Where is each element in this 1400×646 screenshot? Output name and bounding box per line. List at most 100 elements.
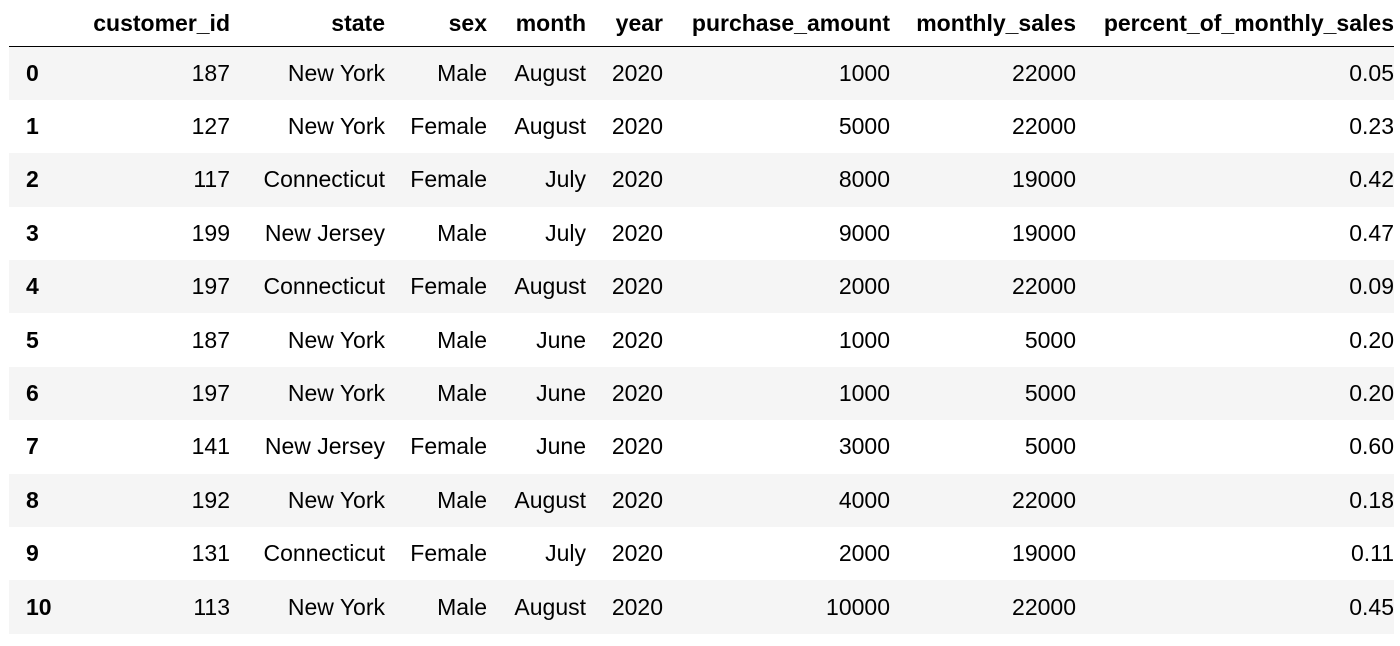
- cell-sex: Male: [437, 486, 487, 513]
- table-row: 6 197 New York Male June 2020 1000 5000 0.20: [9, 366, 1394, 421]
- cell-customer-id: 197: [191, 380, 230, 407]
- cell-monthly-sales: 5000: [1024, 326, 1076, 353]
- cell-percent-of-monthly-sales: 0.11: [1350, 540, 1394, 567]
- cell-month: June: [536, 433, 586, 460]
- column-header-state: state: [230, 0, 385, 47]
- cell-sex: Male: [437, 593, 487, 620]
- cell-percent-of-monthly-sales: 0.45: [1349, 593, 1394, 620]
- cell-month: August: [514, 593, 586, 620]
- table-row: 10 113 New York Male August 2020 10000 22000 0.4…: [9, 580, 1394, 634]
- row-index: 2: [26, 166, 39, 193]
- cell-customer-id: 187: [191, 326, 230, 353]
- cell-month: June: [536, 380, 586, 407]
- cell-state: New York: [287, 59, 385, 86]
- cell-year: 2020: [611, 380, 663, 407]
- cell-monthly-sales: 19000: [1012, 219, 1076, 246]
- cell-monthly-sales: 22000: [1012, 59, 1076, 86]
- cell-purchase-amount: 1000: [838, 380, 890, 407]
- column-header-year: year: [586, 0, 663, 47]
- cell-purchase-amount: 4000: [838, 486, 890, 513]
- cell-year: 2020: [611, 59, 663, 86]
- cell-purchase-amount: 9000: [838, 219, 890, 246]
- row-index: 6: [26, 380, 39, 407]
- cell-purchase-amount: 10000: [826, 593, 890, 620]
- cell-percent-of-monthly-sales: 0.09: [1349, 273, 1394, 300]
- table-row: 7 141 New Jersey Female June 2020 3000 5000 0.60: [9, 420, 1394, 474]
- cell-percent-of-monthly-sales: 0.42: [1349, 166, 1394, 193]
- table-row: 1 127 New York Female August 2020 5000 22000 0.2…: [9, 99, 1394, 154]
- cell-customer-id: 192: [191, 486, 230, 513]
- cell-purchase-amount: 2000: [838, 540, 890, 567]
- cell-monthly-sales: 5000: [1024, 380, 1076, 407]
- cell-monthly-sales: 22000: [1012, 273, 1076, 300]
- cell-state: New Jersey: [264, 433, 385, 460]
- cell-sex: Female: [410, 166, 487, 193]
- row-index: 9: [26, 540, 39, 567]
- cell-month: August: [514, 273, 586, 300]
- column-header-monthly-sales: monthly_sales: [890, 0, 1076, 47]
- cell-month: July: [545, 166, 586, 193]
- table-row: 5 187 New York Male June 2020 1000 5000 0.20: [9, 313, 1394, 367]
- cell-state: New York: [287, 380, 385, 407]
- cell-monthly-sales: 22000: [1012, 486, 1076, 513]
- cell-customer-id: 141: [191, 433, 230, 460]
- cell-month: August: [514, 113, 586, 140]
- cell-sex: Female: [410, 540, 487, 567]
- row-index: 0: [26, 59, 39, 86]
- cell-state: New York: [287, 326, 385, 353]
- cell-sex: Male: [437, 219, 487, 246]
- cell-month: June: [536, 326, 586, 353]
- cell-customer-id: 113: [193, 593, 230, 620]
- row-index: 1: [26, 113, 39, 140]
- table-body: 0 187 New York Male August 2020 1000 22000 0.05 1…: [9, 46, 1394, 634]
- column-header-customer-id: customer_id: [90, 0, 230, 47]
- cell-state: New Jersey: [264, 219, 385, 246]
- cell-percent-of-monthly-sales: 0.20: [1349, 380, 1394, 407]
- cell-monthly-sales: 22000: [1012, 593, 1076, 620]
- cell-customer-id: 197: [191, 273, 230, 300]
- cell-month: July: [545, 540, 586, 567]
- table-row: 4 197 Connecticut Female August 2020 2000 22000…: [9, 260, 1394, 314]
- cell-state: New York: [287, 113, 385, 140]
- cell-customer-id: 199: [191, 219, 230, 246]
- cell-monthly-sales: 22000: [1012, 113, 1076, 140]
- cell-sex: Male: [437, 380, 487, 407]
- cell-monthly-sales: 19000: [1012, 540, 1076, 567]
- cell-monthly-sales: 5000: [1024, 433, 1076, 460]
- cell-year: 2020: [611, 433, 663, 460]
- cell-purchase-amount: 5000: [838, 113, 890, 140]
- row-index: 4: [26, 273, 39, 300]
- cell-year: 2020: [611, 166, 663, 193]
- cell-percent-of-monthly-sales: 0.05: [1349, 59, 1394, 86]
- row-index: 7: [26, 433, 39, 460]
- cell-percent-of-monthly-sales: 0.23: [1349, 113, 1394, 140]
- row-index: 10: [26, 593, 52, 620]
- column-header-purchase-amount: purchase_amount: [663, 0, 890, 47]
- cell-purchase-amount: 2000: [838, 273, 890, 300]
- cell-state: New York: [287, 486, 385, 513]
- table-row: 2 117 Connecticut Female July 2020 8000 19000 0.…: [9, 153, 1394, 207]
- cell-percent-of-monthly-sales: 0.18: [1349, 486, 1394, 513]
- cell-year: 2020: [611, 113, 663, 140]
- cell-percent-of-monthly-sales: 0.20: [1349, 326, 1394, 353]
- cell-monthly-sales: 19000: [1012, 166, 1076, 193]
- cell-sex: Male: [437, 59, 487, 86]
- cell-customer-id: 127: [191, 113, 230, 140]
- cell-sex: Female: [410, 433, 487, 460]
- cell-purchase-amount: 1000: [838, 59, 890, 86]
- column-header-month: month: [487, 0, 586, 47]
- index-header: [9, 0, 90, 47]
- dataframe-table: customer_id state sex month year purchas…: [9, 0, 1394, 634]
- row-index: 5: [26, 326, 39, 353]
- cell-state: Connecticut: [263, 166, 385, 193]
- cell-year: 2020: [611, 593, 663, 620]
- cell-state: Connecticut: [263, 540, 385, 567]
- cell-year: 2020: [611, 219, 663, 246]
- cell-purchase-amount: 1000: [838, 326, 890, 353]
- cell-percent-of-monthly-sales: 0.60: [1349, 433, 1394, 460]
- cell-customer-id: 131: [191, 540, 230, 567]
- cell-state: Connecticut: [263, 273, 385, 300]
- table-row: 8 192 New York Male August 2020 4000 22000 0.18: [9, 473, 1394, 528]
- column-header-percent-of-monthly-sales: percent_of_monthly_sales: [1076, 0, 1394, 47]
- table-row: 9 131 Connecticut Female July 2020 2000 19000 0.…: [9, 527, 1394, 581]
